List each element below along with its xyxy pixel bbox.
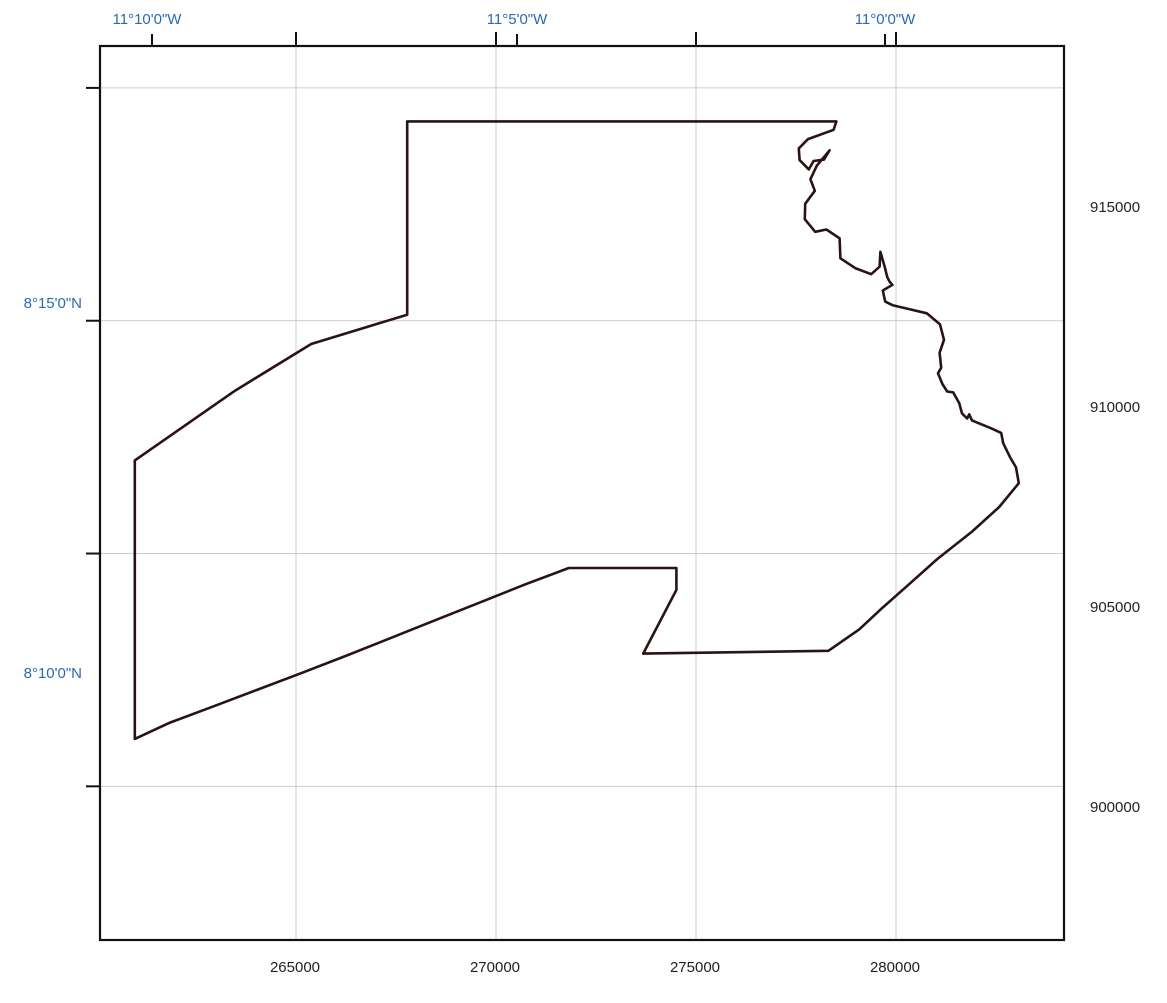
x-tick-label: 270000 bbox=[470, 959, 520, 976]
graticule-grid bbox=[100, 46, 1064, 940]
top-geo-label: 11°10'0"W bbox=[113, 11, 183, 28]
y-tick-label: 915000 bbox=[1090, 199, 1140, 216]
top-geo-label: 11°0'0"W bbox=[855, 11, 916, 28]
left-geo-label: 8°15'0"N bbox=[24, 295, 82, 312]
y-tick-label: 900000 bbox=[1090, 799, 1140, 816]
y-tick-label: 910000 bbox=[1090, 399, 1140, 416]
top-geo-label: 11°5'0"W bbox=[487, 11, 548, 28]
x-tick-label: 275000 bbox=[670, 959, 720, 976]
left-geo-label: 8°10'0"N bbox=[24, 665, 82, 682]
study-area-boundary bbox=[133, 120, 1021, 741]
map-frame bbox=[98, 44, 1066, 942]
axis-ticks bbox=[86, 32, 897, 788]
x-tick-label: 265000 bbox=[270, 959, 320, 976]
y-tick-label: 905000 bbox=[1090, 599, 1140, 616]
x-tick-label: 280000 bbox=[870, 959, 920, 976]
